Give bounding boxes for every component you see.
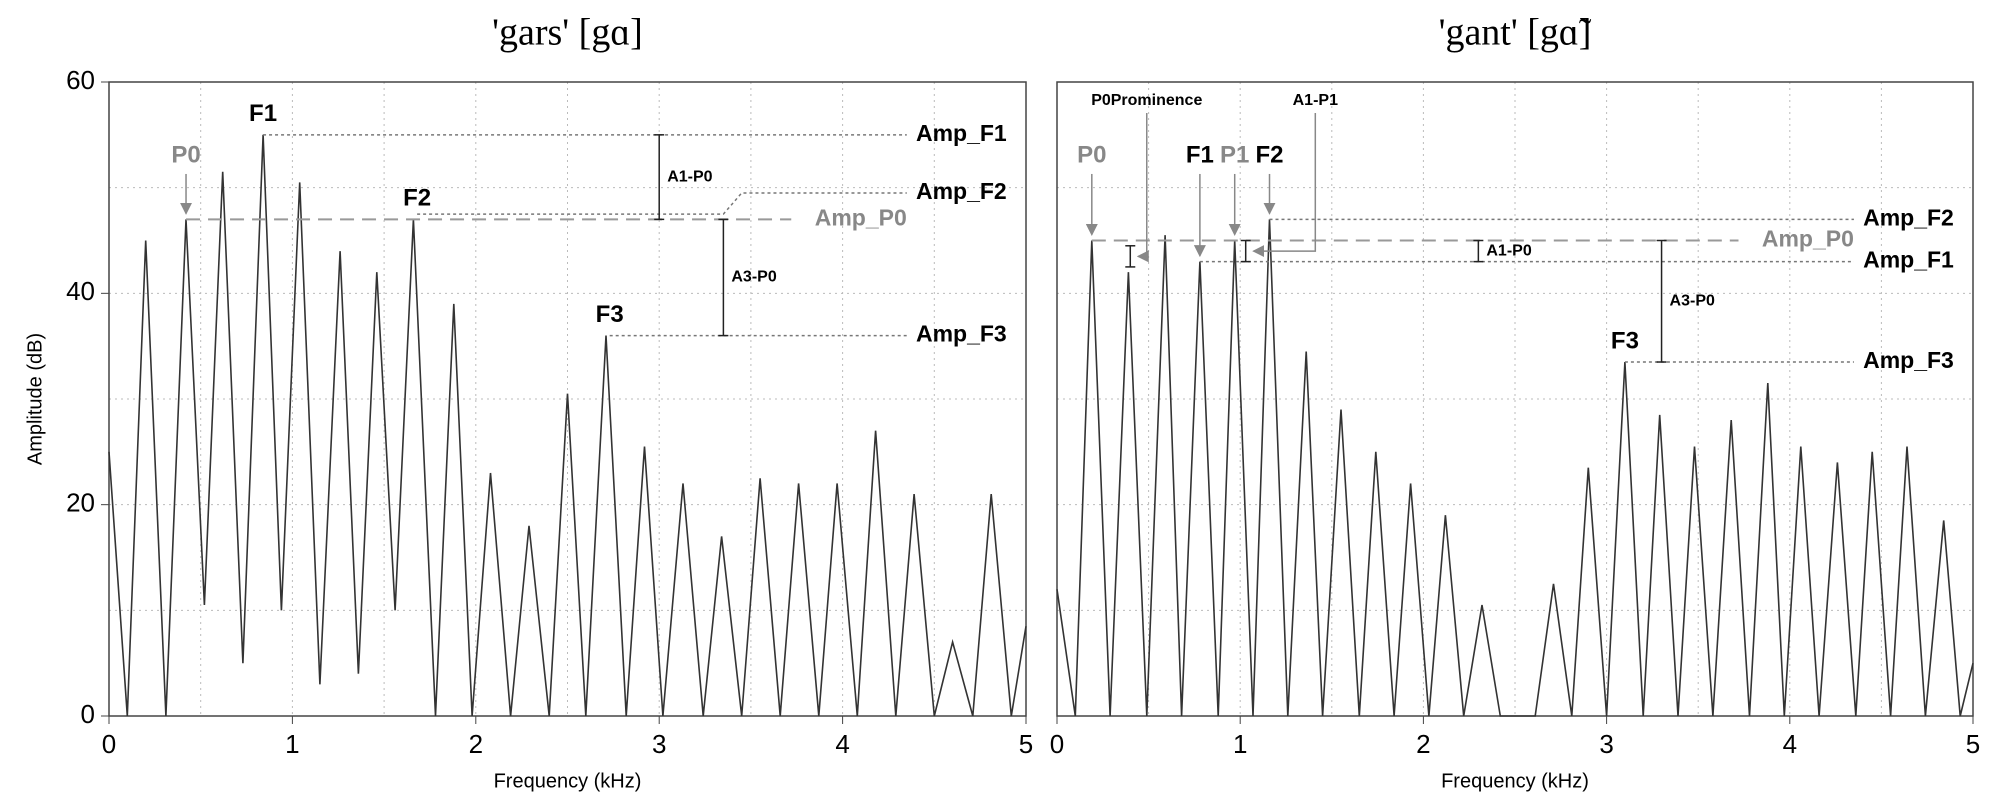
peak-label: F2	[1256, 141, 1284, 168]
level-line	[417, 192, 907, 215]
level-label: Amp_F2	[1863, 204, 1954, 230]
peak-label: F1	[1186, 141, 1214, 168]
peak-label: P0	[171, 141, 200, 168]
y-tick-label: 60	[66, 65, 95, 95]
x-axis-label: Frequency (kHz)	[494, 770, 642, 792]
peak-label: P0	[1077, 141, 1106, 168]
callout-line	[1136, 113, 1149, 263]
x-tick-label: 1	[1233, 729, 1247, 759]
peak-label: F2	[403, 185, 431, 212]
measure-label: A1-P1	[1293, 92, 1338, 109]
peak-label: F3	[596, 301, 624, 328]
x-tick-label: 4	[1783, 729, 1797, 759]
x-axis-label: Frequency (kHz)	[1441, 770, 1589, 792]
y-axis-label: Amplitude (dB)	[24, 333, 46, 465]
x-tick-label: 2	[1416, 729, 1430, 759]
chart-title: 'gant' [gɑ̃]	[1439, 12, 1592, 54]
measure-label: A3-P0	[1670, 292, 1715, 309]
level-label: Amp_F1	[916, 120, 1007, 146]
x-tick-label: 1	[285, 729, 299, 759]
level-label: Amp_P0	[815, 204, 907, 230]
measure-label: A1-P0	[1486, 242, 1531, 259]
level-label: Amp_P0	[1762, 226, 1854, 252]
y-tick-label: 20	[66, 488, 95, 518]
plot-frame	[108, 81, 1027, 717]
spectrum-line	[1056, 219, 1974, 717]
y-tick-label: 0	[81, 699, 95, 729]
level-label: Amp_F3	[916, 321, 1007, 347]
x-tick-label: 0	[102, 729, 116, 759]
x-tick-label: 2	[469, 729, 483, 759]
y-tick-label: 40	[66, 276, 95, 306]
measure-label: A1-P0	[667, 168, 712, 185]
peak-label: F1	[249, 100, 277, 127]
x-tick-label: 3	[652, 729, 666, 759]
level-label: Amp_F3	[1863, 347, 1954, 373]
level-label: Amp_F1	[1863, 247, 1954, 273]
measure-label: P0Prominence	[1091, 92, 1202, 109]
x-tick-label: 3	[1599, 729, 1613, 759]
x-tick-label: 4	[835, 729, 849, 759]
x-tick-label: 5	[1966, 729, 1980, 759]
peak-label: F3	[1611, 327, 1639, 354]
x-tick-label: 5	[1019, 729, 1033, 759]
callout-line	[1252, 113, 1317, 258]
measure-label: A3-P0	[731, 269, 776, 286]
x-tick-label: 0	[1050, 729, 1064, 759]
chart-title: 'gars' [gɑ]	[492, 12, 643, 54]
peak-label: P1	[1220, 141, 1249, 168]
level-label: Amp_F2	[916, 178, 1007, 204]
